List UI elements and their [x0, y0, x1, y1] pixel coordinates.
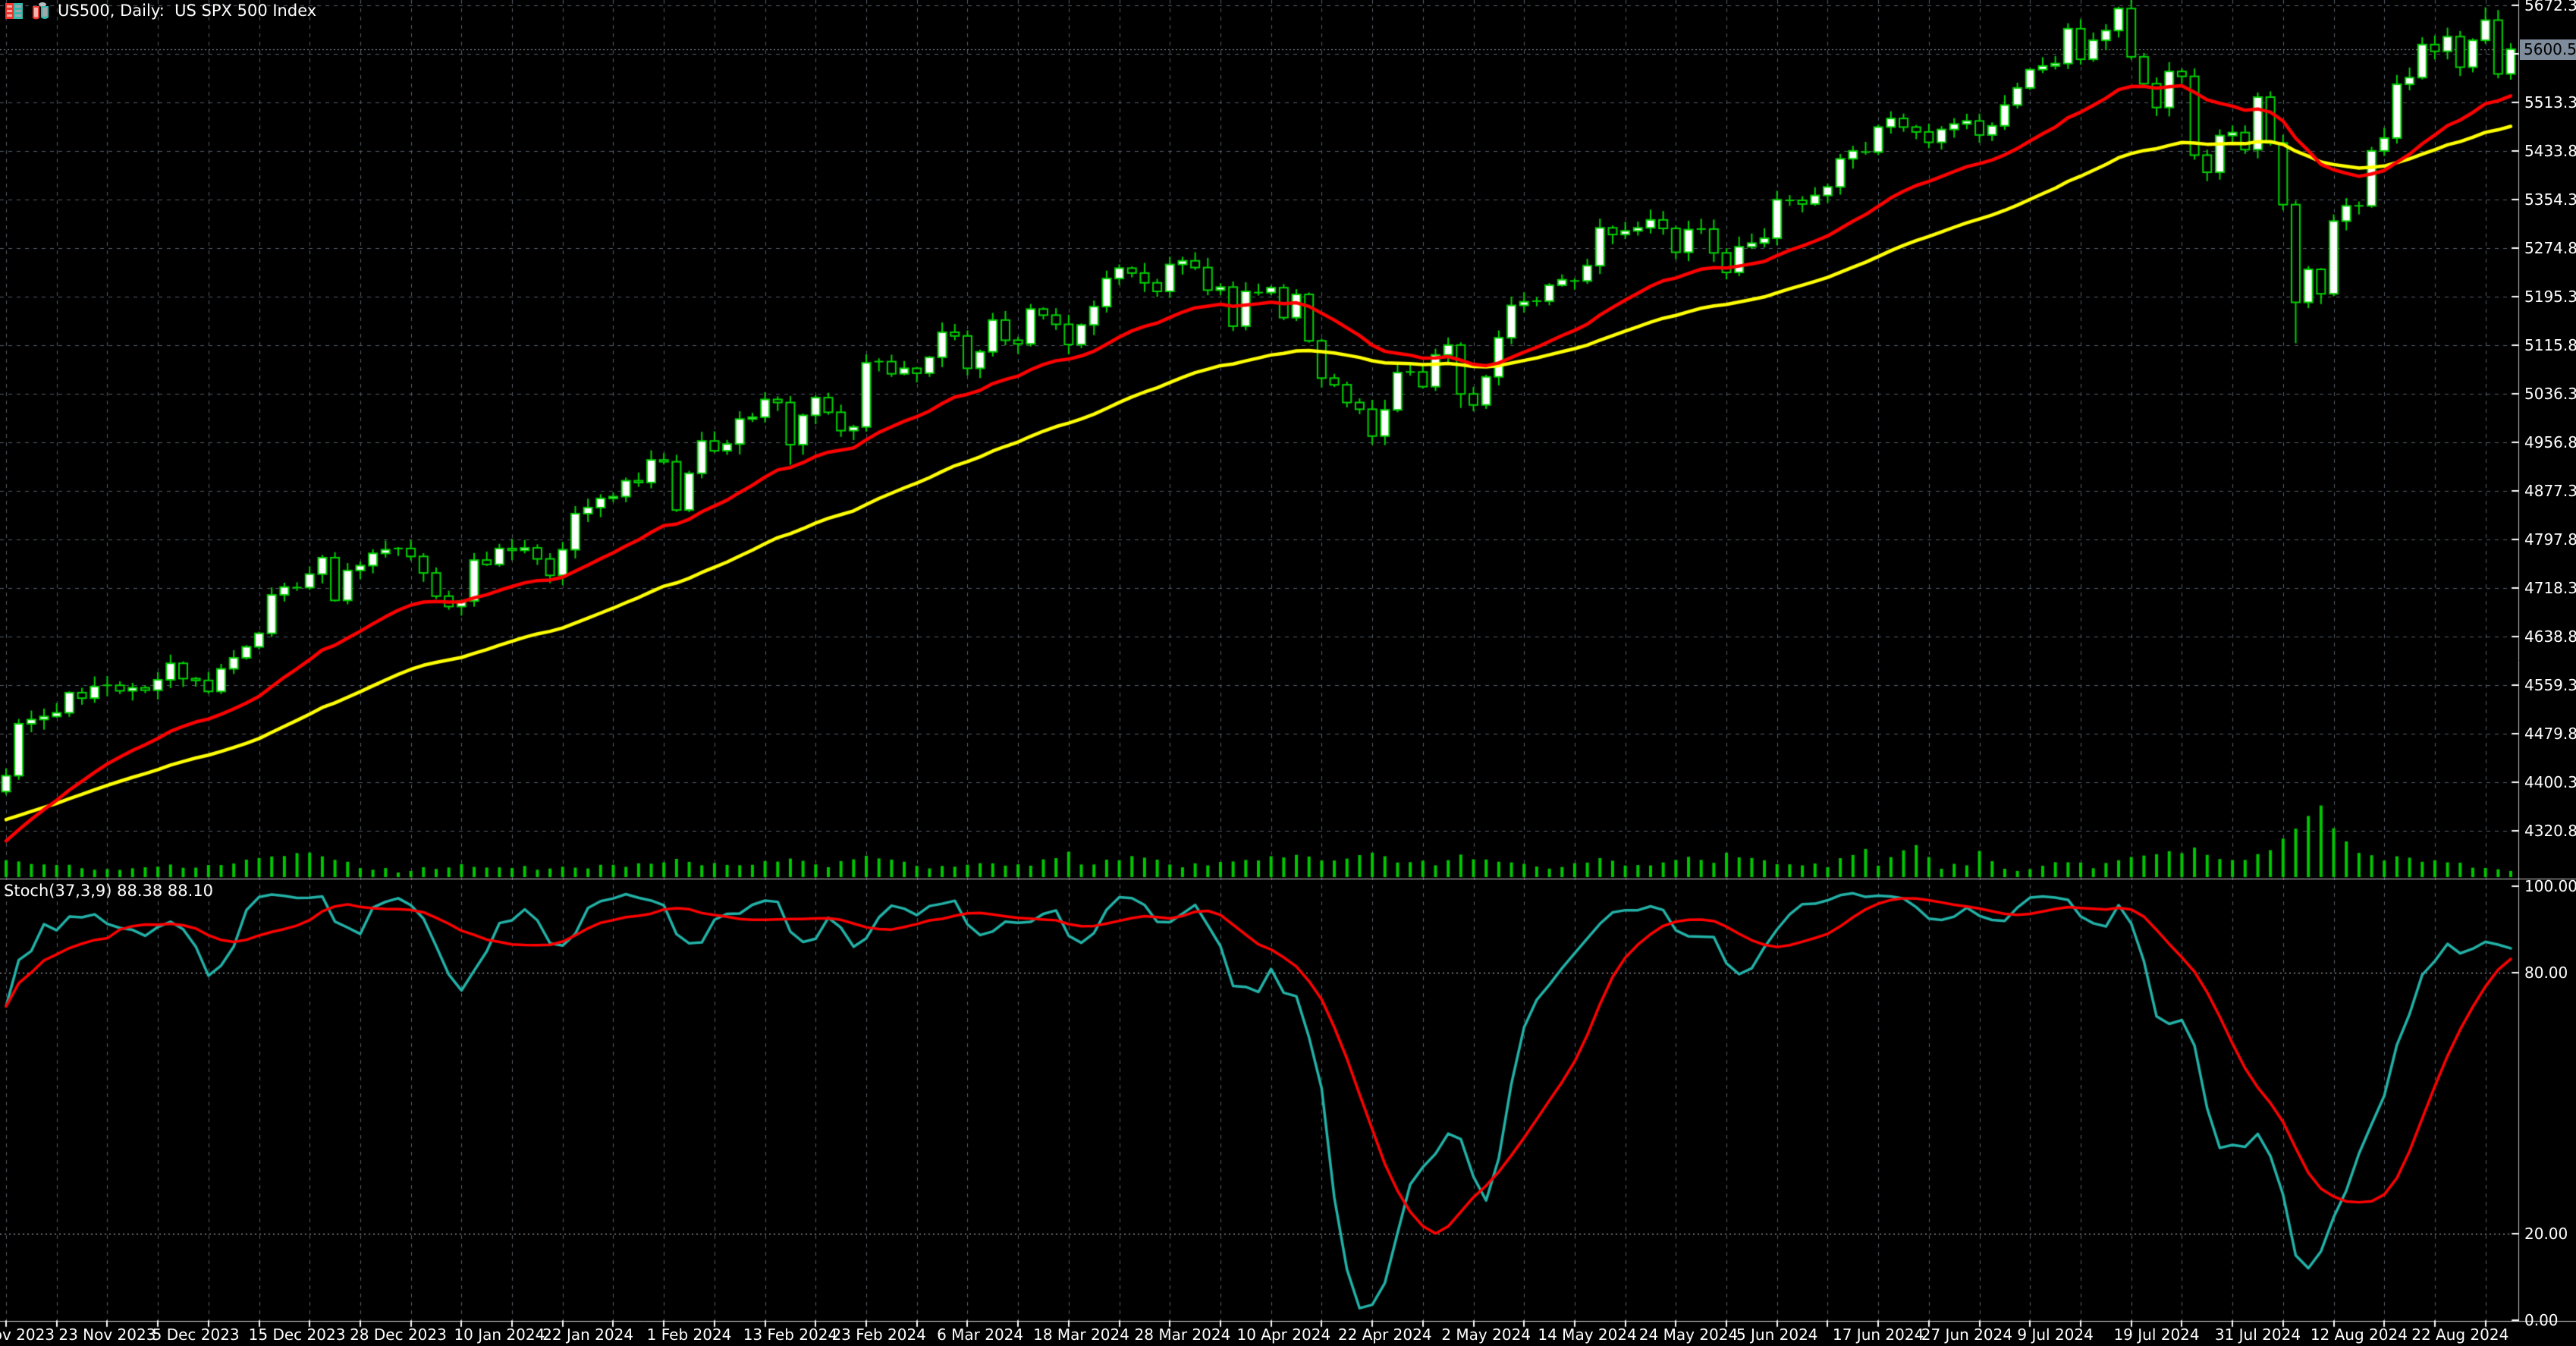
chart-title-bar: US500, Daily: US SPX 500 Index: [5, 2, 316, 20]
price-axis-label: 5274.8: [2524, 239, 2576, 257]
time-axis-label: 23 Feb 2024: [831, 1326, 926, 1344]
price-axis-label: 4638.8: [2524, 627, 2576, 646]
time-axis-label: 31 Jul 2024: [2214, 1326, 2301, 1344]
stoch-axis-label: 80.00: [2524, 964, 2568, 983]
time-axis-label: 22 Apr 2024: [1337, 1326, 1432, 1344]
price-axis-label: 5354.3: [2524, 190, 2576, 209]
price-axis-label: 5433.8: [2524, 142, 2576, 160]
time-axis-label: 1 Feb 2024: [646, 1326, 732, 1344]
price-axis-label: 4559.3: [2524, 675, 2576, 694]
time-axis-label: 14 May 2024: [1538, 1326, 1637, 1344]
price-axis-label: 4956.8: [2524, 432, 2576, 451]
time-axis-label: 12 Aug 2024: [2310, 1326, 2408, 1344]
price-axis-label: 4877.3: [2524, 481, 2576, 500]
stoch-indicator-label: Stoch(37,3,9) 88.38 88.10: [4, 882, 214, 900]
price-axis-label: 5513.3: [2524, 93, 2576, 112]
current-price-badge: 5600.5: [2520, 39, 2576, 60]
time-axis-label: 27 Jun 2024: [1921, 1326, 2013, 1344]
price-axis-label: 5115.8: [2524, 335, 2576, 354]
time-axis-label: 22 Jan 2024: [542, 1326, 634, 1344]
time-axis-label: 19 Jul 2024: [2113, 1326, 2200, 1344]
time-axis-label: 28 Dec 2023: [350, 1326, 447, 1344]
time-axis-label: 17 Jun 2024: [1833, 1326, 1924, 1344]
time-axis-label: 5 Dec 2023: [152, 1326, 240, 1344]
price-axis-label: 4479.8: [2524, 724, 2576, 743]
price-axis-label: 4797.8: [2524, 530, 2576, 549]
time-axis-label: 18 Mar 2024: [1033, 1326, 1129, 1344]
stoch-axis-label: 0.00: [2524, 1311, 2559, 1329]
price-axis-label: 5195.3: [2524, 287, 2576, 306]
time-axis-label: 15 Dec 2023: [248, 1326, 346, 1344]
time-axis-label: 10 Apr 2024: [1236, 1326, 1331, 1344]
time-axis-label: 5 Jun 2024: [1736, 1326, 1818, 1344]
time-axis-label: 22 Aug 2024: [2411, 1326, 2509, 1344]
chart-title: US500, Daily: US SPX 500 Index: [58, 2, 317, 20]
time-axis-label: 28 Mar 2024: [1134, 1326, 1231, 1344]
price-axis-label: 5672.3: [2524, 0, 2576, 15]
chart-window-icon: [31, 2, 51, 20]
time-axis-label: 24 May 2024: [1638, 1326, 1739, 1344]
time-axis-label: 13 Feb 2024: [743, 1326, 838, 1344]
time-axis-label: 13 Nov 2023: [0, 1326, 55, 1344]
stoch-axis-label: 20.00: [2524, 1224, 2568, 1243]
time-axis-label: 6 Mar 2024: [937, 1326, 1024, 1344]
price-axis-label: 5036.3: [2524, 384, 2576, 403]
stoch-axis-label: 100.00: [2524, 877, 2576, 895]
time-axis-label: 10 Jan 2024: [454, 1326, 545, 1344]
stoch-panel-region[interactable]: [0, 880, 2518, 1320]
time-axis-label: 23 Nov 2023: [58, 1326, 156, 1344]
time-axis-label: 9 Jul 2024: [2017, 1326, 2094, 1344]
time-axis-label: 2 May 2024: [1441, 1326, 1531, 1344]
price-axis-label: 4400.3: [2524, 772, 2576, 791]
price-axis-label: 4320.8: [2524, 821, 2576, 840]
chart-list-icon: [5, 2, 24, 20]
main-chart-region[interactable]: [0, 0, 2518, 879]
price-axis-label: 4718.3: [2524, 578, 2576, 597]
